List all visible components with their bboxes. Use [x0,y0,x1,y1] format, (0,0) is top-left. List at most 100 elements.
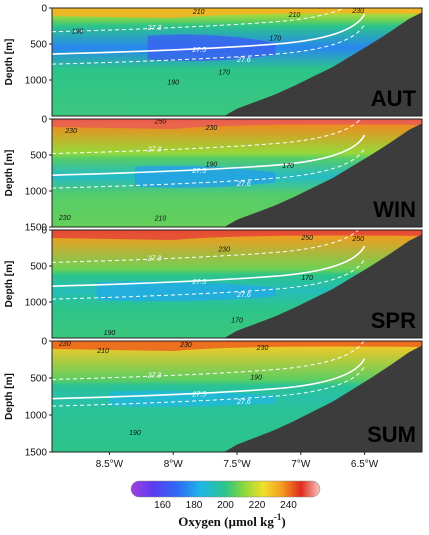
oxygen-contour-label: 170 [231,317,243,324]
oxygen-contour-label: 170 [282,163,294,170]
oxygen-contour-label: 230 [58,341,71,348]
oxygen-contour-label: 210 [96,348,109,355]
isopycnal-27-3 [52,230,360,263]
oxygen-contour-label: 190 [104,330,116,337]
y-tick-label: 500 [30,262,47,273]
panel-field: 27.3 27.5 27.6 230 210 230 230 190 190 [52,341,422,452]
panel-field: 27.3 27.5 27.6 230 250 250 170 170 190 [52,230,422,338]
y-tick-label: 0 [41,226,47,237]
isopycnal-27-5 [52,13,366,55]
isopycnal-label: 27.3 [147,25,162,32]
oxygen-contour-label: 210 [288,12,301,19]
x-tick-label: 6.5°W [351,459,379,470]
y-tick-label: 1000 [25,76,48,87]
y-tick-label: 0 [41,4,47,15]
isopycnal-27-6 [52,147,366,189]
isopycnal-27-6 [52,365,366,407]
isopycnal-label: 27.3 [147,372,162,379]
x-tick-label: 7°W [291,459,311,470]
surface-layer [52,230,422,240]
season-label: SUM [367,422,416,447]
colorbar-tick-label: 200 [217,500,234,511]
isopycnal-27-5 [52,134,366,176]
x-tick-label: 8°W [164,459,184,470]
season-label: SPR [371,308,416,333]
isopycnal-label: 27.3 [147,255,162,262]
panel-spr: 27.3 27.5 27.6 230 250 250 170 170 190 0 500 1000 De… [4,226,423,339]
panel-field: 27.3 27.5 27.6 230 250 230 190 170 230 210 [52,118,422,227]
oxygen-contour-label: 230 [205,125,218,132]
y-tick-label: 1000 [25,187,48,198]
panel-field: 27.3 27.5 27.6 210 210 230 190 170 170 190 [52,8,422,116]
colorbar-tick-label: 240 [280,500,297,511]
y-axis-title: Depth [m] [4,261,15,308]
seafloor [224,341,422,452]
isopycnal-label: 27.6 [236,292,251,299]
colorbar: Oxygen (µmol kg-1) 160 180 200 220 240 [130,480,321,529]
oxygen-contour-label: 190 [72,28,84,35]
low-oxygen-core [96,281,276,302]
seafloor [224,230,422,338]
isopycnal-27-3 [52,8,346,33]
oxygen-contour-label: 190 [129,430,141,437]
colorbar-tick-label: 180 [186,500,203,511]
y-tick-label: 1000 [25,298,48,309]
surface-layer [52,341,422,351]
oxygen-contour-label: 230 [217,247,230,254]
y-tick-label: 0 [41,337,47,348]
oxygen-contour-label: 250 [351,236,364,243]
isopycnal-label: 27.5 [191,279,206,286]
oxygen-contour-label: 250 [154,118,167,125]
panel-frame [51,7,423,117]
oxygen-contour-label: 230 [58,215,71,222]
isopycnal-label: 27.5 [191,392,206,399]
oxygen-contour-label: 210 [192,9,205,16]
y-tick-label: 500 [30,151,47,162]
x-tick-label: 8.5°W [96,459,124,470]
isopycnal-27-6 [52,23,366,65]
y-tick-label: 1000 [25,411,48,422]
surface-layer [52,8,422,18]
oxygen-contour-label: 230 [256,345,269,352]
panel-frame [51,229,423,339]
isopycnal-label: 27.5 [191,168,206,175]
oxygen-contour-label: 230 [351,8,364,15]
y-tick-label: 1500 [25,223,48,234]
panel-sum: 27.3 27.5 27.6 230 210 230 230 190 190 0 500 1000 15… [4,337,423,459]
isopycnal-label: 27.6 [236,181,251,188]
oxygen-contour-label: 210 [154,216,167,223]
isopycnal-label: 27.3 [147,147,162,154]
colorbar-tick-label: 160 [154,500,171,511]
panel-win: 27.3 27.5 27.6 230 250 230 190 170 230 210 0 500 100… [4,115,423,234]
colorbar-tick-label: 220 [249,500,266,511]
oxygen-contour-label: 190 [250,375,262,382]
section-panels: 27.3 27.5 27.6 210 210 230 190 170 170 190 0 500 100… [4,4,423,459]
oxygen-contour-label: 170 [218,69,230,76]
isopycnal-label: 27.6 [236,57,251,64]
panel-frame [51,118,423,228]
oxygen-contour-label: 190 [167,79,179,86]
season-label: WIN [373,197,416,222]
y-axis-title: Depth [m] [4,150,15,197]
x-tick-label: 7.5°W [223,459,251,470]
y-tick-label: 0 [41,115,47,126]
isopycnal-label: 27.5 [191,47,206,54]
colorbar-title: Oxygen (µmol kg-1) [178,512,285,529]
isopycnal-27-3 [52,341,365,380]
isopycnal-27-6 [52,258,366,300]
season-label: AUT [371,86,417,111]
y-tick-label: 500 [30,374,47,385]
isopycnal-27-3 [52,119,362,155]
y-axis-title: Depth [m] [4,373,15,420]
oxygen-contour-label: 230 [179,342,192,349]
y-tick-label: 500 [30,40,47,51]
y-tick-label: 1500 [25,448,48,459]
isopycnal-27-5 [52,245,366,287]
colorbar-gradient [130,480,321,498]
oxygen-contour-label: 230 [64,128,77,135]
oxygen-contour-label: 250 [300,235,313,242]
seafloor [224,119,422,227]
isopycnal-label: 27.6 [236,399,251,406]
oxygen-contour-label: 190 [206,162,218,169]
